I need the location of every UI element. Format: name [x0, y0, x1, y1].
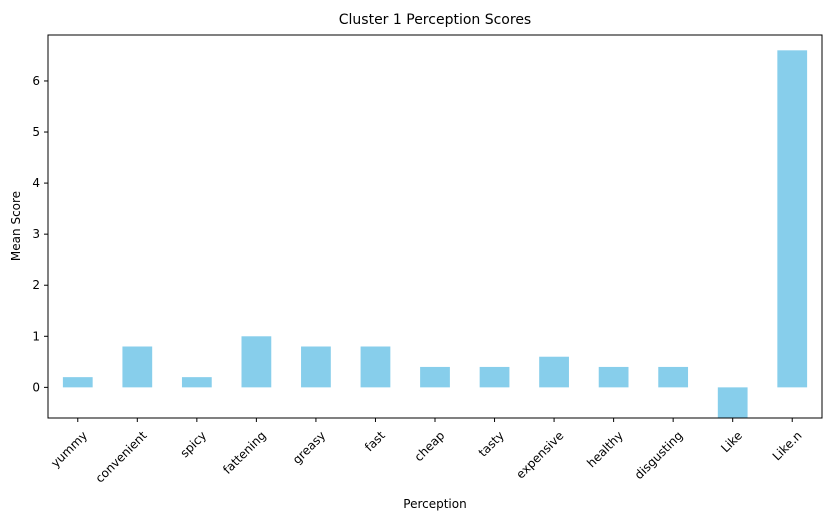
bar-spicy [181, 377, 212, 388]
y-tick-label: 0 [32, 380, 40, 394]
bar-expensive [539, 356, 569, 388]
x-tick-label: yummy [48, 428, 90, 470]
x-tick-label: fast [362, 428, 388, 454]
bar-convenient [122, 346, 153, 388]
x-tick-label: disgusting [632, 428, 686, 482]
x-tick-label: greasy [290, 428, 328, 466]
y-tick-label: 6 [32, 74, 40, 88]
bars-group [62, 50, 808, 418]
y-tick-label: 1 [32, 329, 40, 343]
x-tick-label: convenient [93, 428, 150, 485]
y-tick-label: 3 [32, 227, 40, 241]
x-tick-label: healthy [584, 428, 626, 470]
bar-tasty [479, 366, 510, 388]
x-axis-label: Perception [403, 497, 466, 511]
bar-fattening [241, 336, 272, 388]
bar-greasy [301, 346, 331, 388]
x-axis-ticks: yummy convenient spicy fattening greasy fast c… [48, 418, 805, 485]
x-tick-label: tasty [476, 428, 507, 459]
y-tick-label: 2 [32, 278, 40, 292]
y-tick-label: 4 [32, 176, 40, 190]
x-tick-label: fattening [220, 428, 268, 476]
chart-title: Cluster 1 Perception Scores [339, 12, 531, 28]
x-tick-label: Like [718, 428, 745, 455]
x-tick-label: cheap [412, 428, 448, 464]
y-axis-ticks: 0 1 2 3 4 5 6 [32, 74, 48, 394]
plot-frame [47, 34, 823, 419]
bar-cheap [420, 366, 450, 388]
bar-yummy [62, 377, 93, 388]
bar-like [717, 387, 748, 418]
y-axis-label: Mean Score [9, 191, 23, 261]
x-tick-label: Like.n [770, 428, 805, 463]
x-tick-label: expensive [513, 428, 566, 481]
x-tick-label: spicy [177, 428, 209, 460]
bar-disgusting [658, 366, 689, 388]
y-tick-label: 5 [32, 125, 40, 139]
bar-like-n [777, 50, 808, 388]
bar-fast [360, 346, 391, 388]
bar-healthy [598, 366, 629, 388]
